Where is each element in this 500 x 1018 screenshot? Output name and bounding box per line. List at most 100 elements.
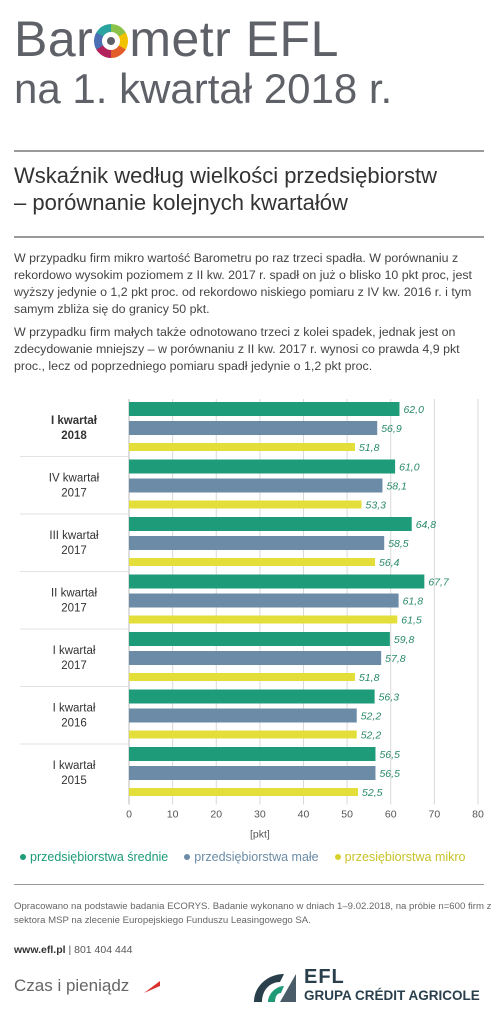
x-tick-label: 60 — [385, 809, 397, 821]
bar-small — [129, 708, 357, 723]
title-line-1: Bar metr EFL — [14, 12, 494, 66]
tagline-mark-icon — [144, 981, 160, 993]
title-part-2: metr EFL — [129, 11, 339, 67]
x-tick-label: 10 — [167, 809, 179, 821]
bar-small — [129, 766, 376, 780]
bar-medium — [129, 459, 396, 474]
bar-micro — [129, 443, 355, 451]
subtitle-line-1: Wskaźnik według wielkości przedsiębiorst… — [14, 163, 438, 188]
brand-group: GRUPA CRÉDIT AGRICOLE — [304, 988, 480, 1003]
data-label: 57,8 — [385, 653, 406, 665]
data-label: 52,5 — [362, 787, 383, 799]
x-tick-label: 30 — [254, 809, 266, 821]
barometr-logo-icon — [94, 24, 129, 58]
title-part-1: Bar — [14, 11, 94, 67]
data-label: 64,8 — [416, 519, 437, 531]
category-label-line2: 2015 — [61, 775, 87, 787]
category-label-line1: III kwartał — [49, 530, 99, 542]
legend-item-medium: przedsiębiorstwa średnie — [20, 850, 168, 864]
bar-small — [129, 478, 383, 493]
bar-medium — [129, 689, 375, 704]
category-label-line2: 2016 — [61, 718, 87, 730]
divider-footer — [14, 884, 484, 885]
x-tick-label: 80 — [472, 809, 484, 821]
chart-legend: przedsiębiorstwa średnie przedsiębiorstw… — [20, 850, 490, 864]
bar-medium — [129, 632, 390, 646]
data-label: 56,3 — [379, 692, 400, 704]
bar-medium — [129, 402, 400, 416]
credit-agricole-icon — [254, 974, 296, 1002]
x-tick-label: 50 — [341, 809, 353, 821]
data-label: 56,9 — [381, 423, 402, 435]
data-label: 51,8 — [359, 672, 380, 684]
category-label-line2: 2017 — [61, 603, 87, 615]
category-label-line1: I kwartał — [53, 703, 96, 715]
contact-separator: | — [68, 944, 72, 956]
data-label: 58,1 — [386, 481, 406, 493]
data-label: 52,2 — [361, 711, 382, 723]
bar-small — [129, 593, 399, 608]
category-label-line2: 2017 — [61, 545, 87, 557]
phone-number: 801 404 444 — [74, 944, 133, 956]
x-axis-label: [pkt] — [250, 829, 270, 841]
category-label-line1: IV kwartał — [49, 473, 100, 485]
subtitle-line-2: – porównanie kolejnych kwartałów — [14, 190, 348, 215]
efl-logo: EFL GRUPA CRÉDIT AGRICOLE — [250, 966, 490, 1010]
data-label: 52,2 — [361, 730, 382, 742]
divider-top — [14, 150, 484, 152]
section-subtitle: Wskaźnik według wielkości przedsiębiorst… — [14, 162, 494, 216]
data-label: 53,3 — [366, 500, 387, 512]
data-label: 51,8 — [359, 442, 380, 454]
category-label-line1: I kwartał — [51, 415, 98, 427]
page-title: Bar metr EFL na 1. kwartał 2018 r. — [14, 12, 494, 112]
paragraph-small: W przypadku firm małych także odnotowano… — [14, 325, 460, 373]
x-tick-label: 40 — [298, 809, 310, 821]
title-line-2: na 1. kwartał 2018 r. — [14, 65, 393, 112]
data-label: 58,5 — [388, 538, 409, 550]
methodology-note: Opracowano na podstawie badania ECORYS. … — [14, 901, 492, 926]
data-label: 67,7 — [428, 577, 450, 589]
data-label: 56,5 — [379, 768, 400, 780]
data-label: 61,0 — [399, 462, 420, 474]
brand-name: EFL — [304, 966, 345, 988]
bar-micro — [129, 500, 362, 509]
bar-micro — [129, 673, 355, 681]
website-link[interactable]: www.efl.pl — [14, 944, 66, 956]
legend-dot-icon — [184, 854, 191, 860]
data-label: 56,4 — [379, 557, 400, 569]
data-label: 61,8 — [403, 596, 424, 608]
data-label: 59,8 — [394, 634, 415, 646]
bar-micro — [129, 558, 376, 566]
x-tick-label: 20 — [210, 809, 222, 821]
data-label: 56,5 — [379, 749, 400, 761]
category-label-line1: I kwartał — [53, 645, 96, 657]
x-tick-label: 0 — [126, 809, 132, 821]
bar-medium — [129, 747, 376, 761]
bar-small — [129, 421, 378, 435]
paragraph-micro: W przypadku firm mikro wartość Barometru… — [14, 251, 472, 316]
data-label: 61,5 — [401, 615, 422, 627]
x-tick-label: 70 — [429, 809, 441, 821]
bar-medium — [129, 517, 412, 531]
bar-micro — [129, 730, 357, 739]
category-label-line2: 2018 — [61, 430, 87, 442]
legend-dot-icon — [20, 854, 26, 860]
contact-line: www.efl.pl | 801 404 444 — [14, 944, 133, 956]
divider-middle — [14, 236, 484, 238]
bar-micro — [129, 615, 398, 624]
data-label: 62,0 — [403, 404, 424, 416]
category-label-line1: II kwartał — [51, 588, 97, 600]
category-label-line1: I kwartał — [53, 760, 96, 772]
legend-item-small: przedsiębiorstwa małe — [184, 850, 319, 864]
legend-item-micro: przesiębiorstwa mikro — [334, 850, 466, 864]
legend-label-medium: przedsiębiorstwa średnie — [30, 850, 169, 864]
legend-label-micro: przesiębiorstwa mikro — [344, 850, 466, 864]
legend-label-small: przedsiębiorstwa małe — [194, 850, 319, 864]
legend-dot-icon — [334, 854, 341, 860]
category-label-line2: 2017 — [61, 488, 87, 500]
bar-small — [129, 651, 382, 665]
tagline: Czas i pieniądz — [14, 976, 130, 995]
bar-micro — [129, 788, 359, 796]
category-label-line2: 2017 — [61, 660, 87, 672]
